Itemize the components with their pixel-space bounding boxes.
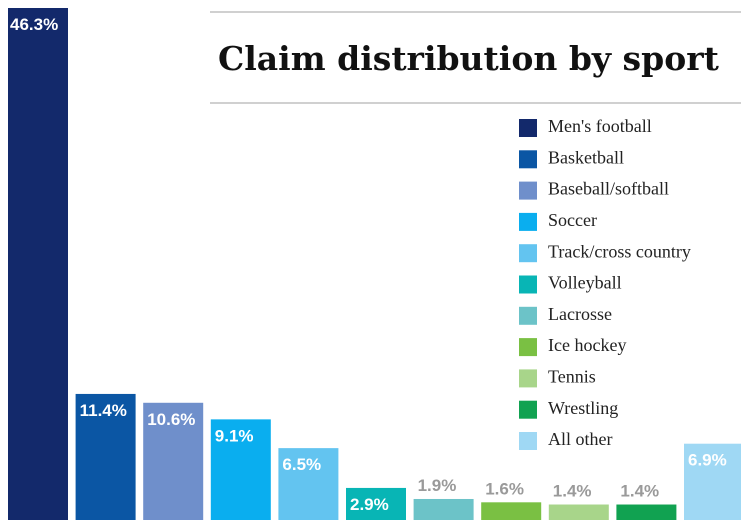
value-label: 1.6% <box>485 479 524 498</box>
value-label: 10.6% <box>147 410 195 429</box>
legend-swatch <box>519 275 537 294</box>
value-label: 1.4% <box>620 482 659 501</box>
legend-swatch <box>519 432 537 450</box>
legend-label: Volleyball <box>548 273 622 293</box>
bar <box>143 402 204 520</box>
legend-swatch <box>519 306 537 325</box>
bar <box>8 8 68 520</box>
legend-label: Baseball/softball <box>548 179 669 199</box>
legend-swatch <box>519 338 537 357</box>
legend-label: All other <box>548 429 613 449</box>
legend-label: Ice hockey <box>548 335 626 355</box>
bar <box>616 504 677 520</box>
bar <box>210 419 271 520</box>
legend-label: Lacrosse <box>548 304 612 324</box>
bar <box>548 504 609 520</box>
legend-label: Men's football <box>548 116 652 136</box>
legend-label: Track/cross country <box>548 241 691 261</box>
value-label: 6.9% <box>688 451 727 470</box>
value-label: 1.9% <box>418 476 457 495</box>
legend-swatch <box>519 244 537 263</box>
legend-label: Soccer <box>548 210 597 230</box>
legend-label: Tennis <box>548 367 596 387</box>
value-label: 46.3% <box>10 15 58 34</box>
legend-swatch <box>519 181 537 200</box>
bar <box>346 487 406 520</box>
bar <box>481 502 542 520</box>
value-label: 1.4% <box>553 482 592 501</box>
bar <box>278 448 339 520</box>
bar <box>75 393 136 520</box>
legend-swatch <box>519 369 537 388</box>
value-label: 9.1% <box>215 426 254 445</box>
legend-swatch <box>519 119 537 137</box>
legend-label: Basketball <box>548 147 624 167</box>
bar <box>413 498 474 520</box>
bar <box>684 443 741 520</box>
legend-swatch <box>519 212 537 231</box>
value-label: 2.9% <box>350 495 389 514</box>
legend-swatch <box>519 400 537 419</box>
value-label: 11.4% <box>80 401 127 420</box>
chart-title: Claim distribution by sport <box>218 39 720 78</box>
legend-swatch <box>519 150 537 169</box>
legend-label: Wrestling <box>548 398 618 418</box>
value-label: 6.5% <box>282 455 321 474</box>
